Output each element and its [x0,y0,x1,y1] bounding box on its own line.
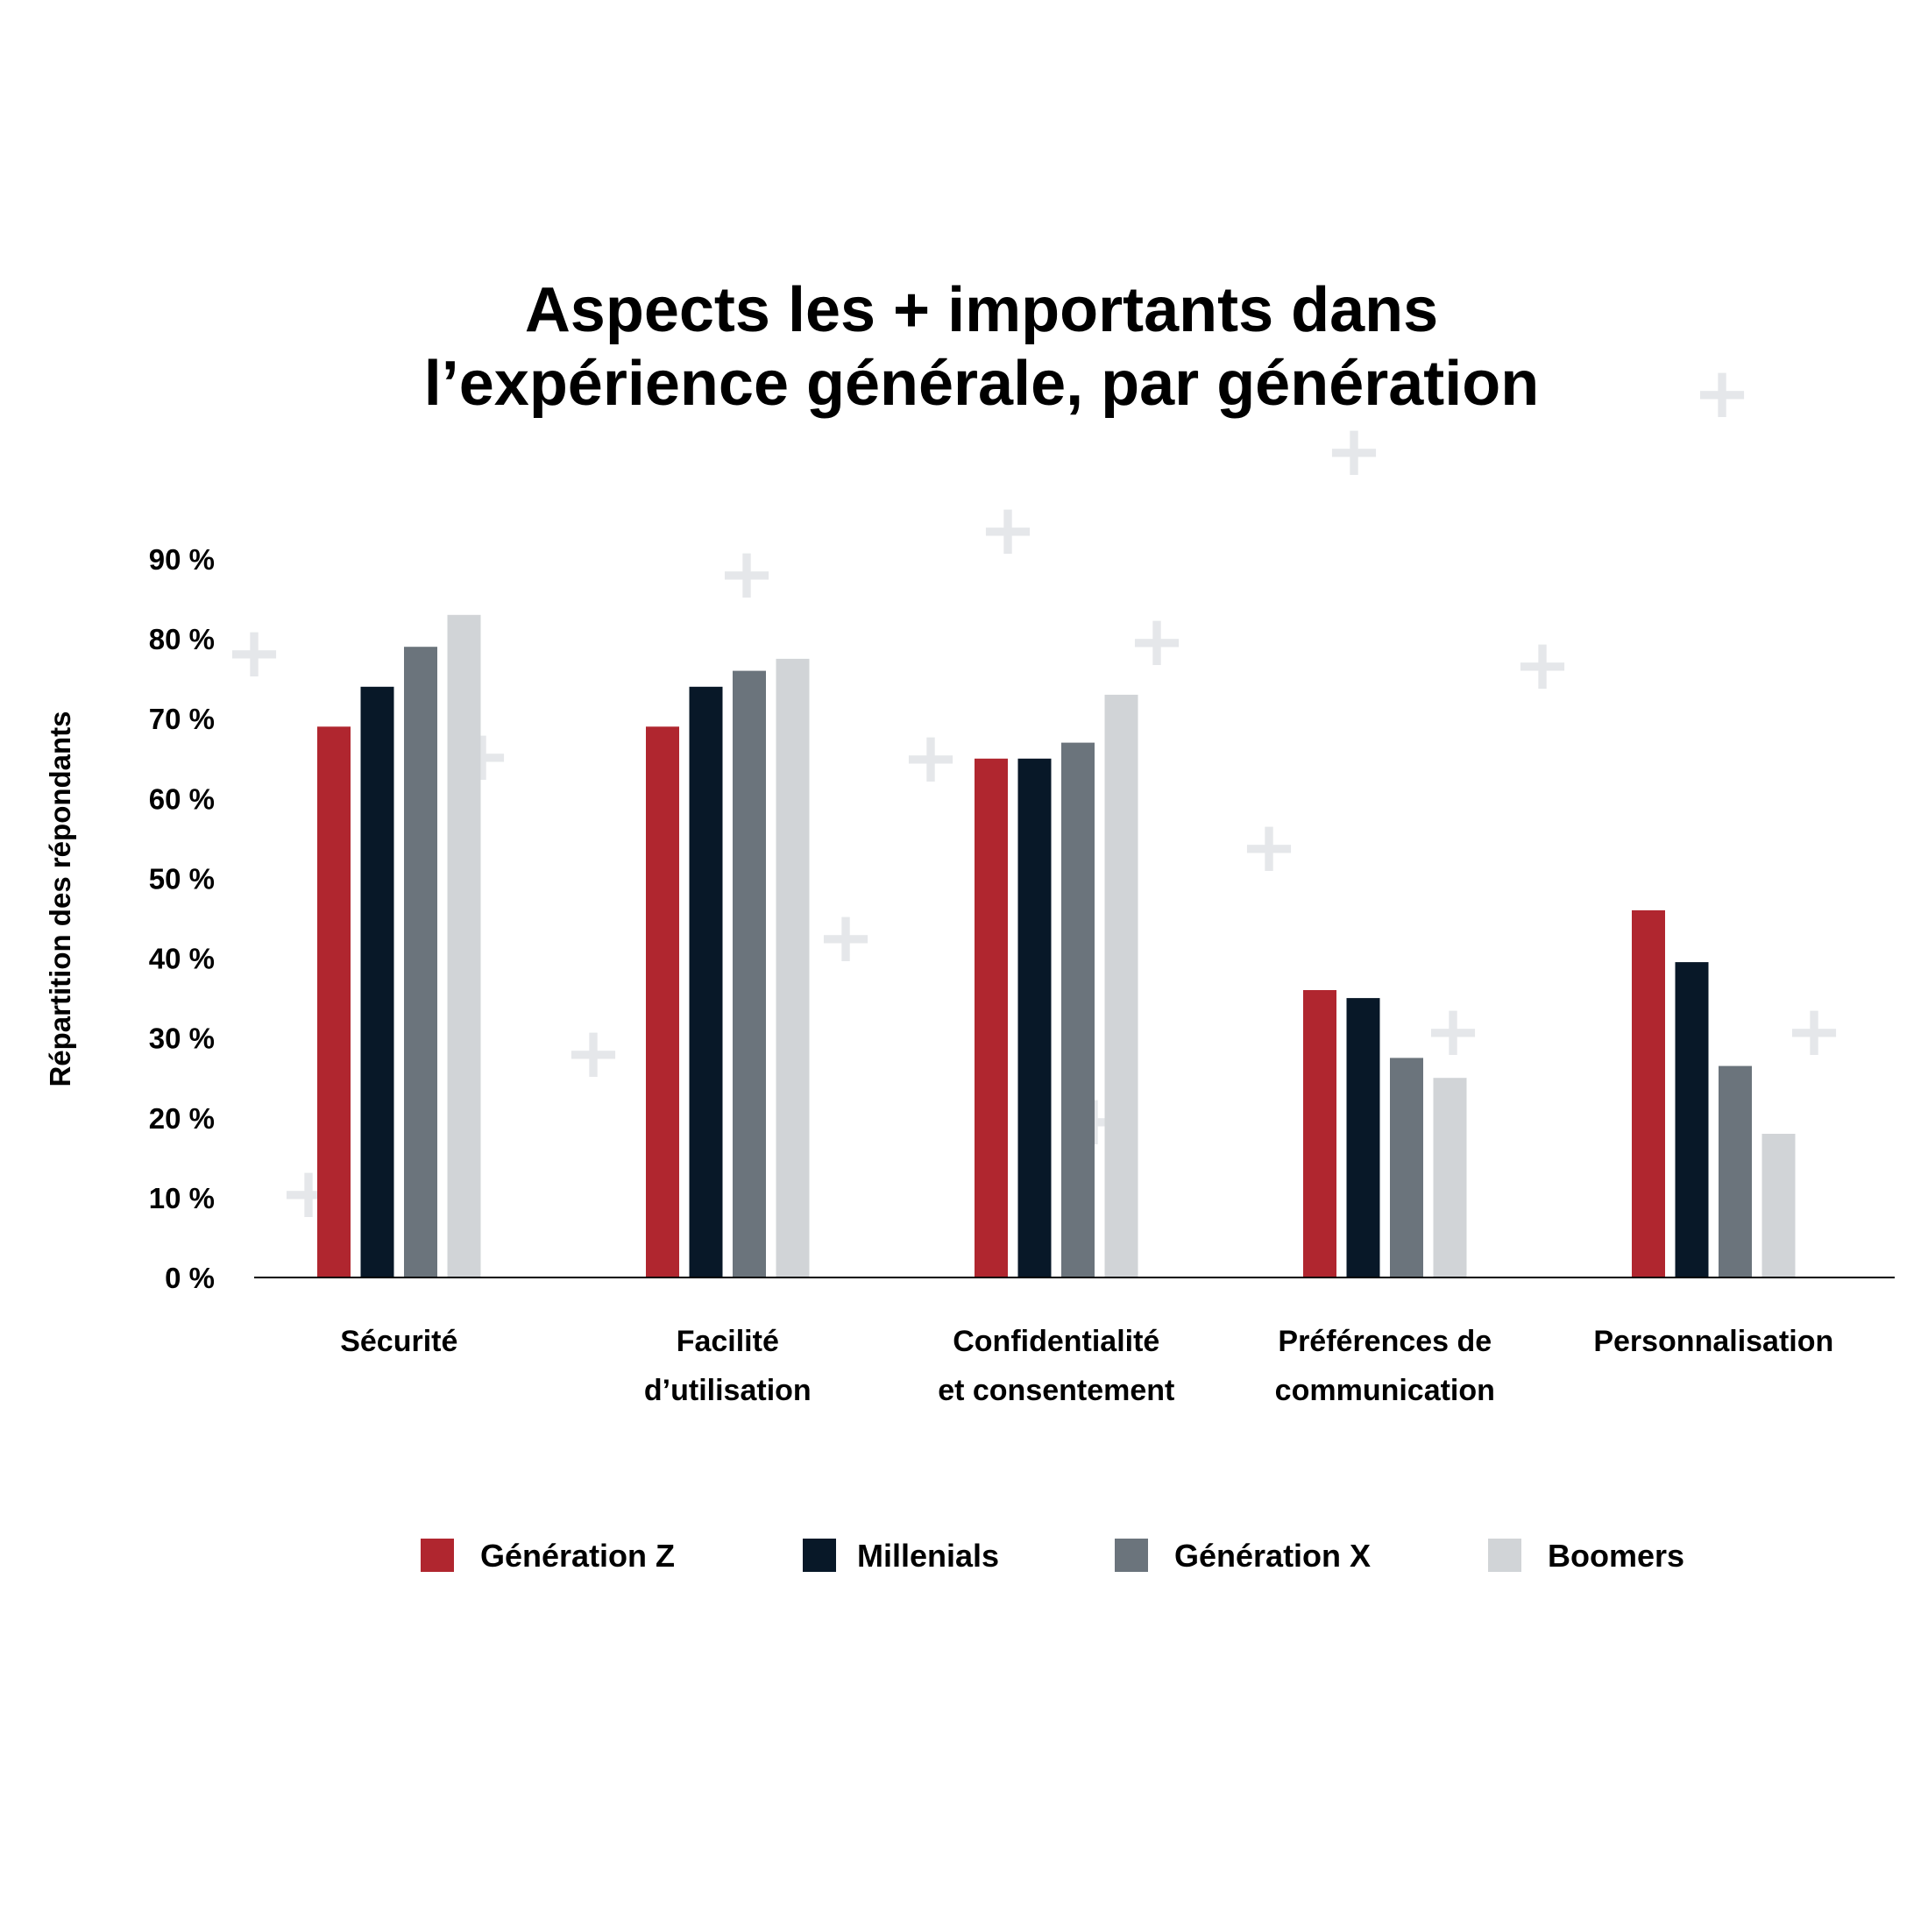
bar-group [1632,909,1796,1277]
legend-item: Boomers [1488,1538,1684,1574]
y-tick-label: 80 % [149,623,215,655]
legend-label: Boomers [1548,1538,1684,1574]
bar [1719,1065,1752,1277]
bar-group [317,614,481,1277]
bar [1303,990,1336,1277]
x-category-label: Sécurité [340,1325,457,1358]
x-axis-categories: Sécurité Facilité d’utilisation Confidentia… [340,1325,1833,1407]
chart-title-line-2: l’expérience générale, par génération [424,349,1540,419]
bar [1104,694,1138,1277]
y-tick-label: 90 % [149,543,215,576]
legend-label: Génération Z [480,1538,675,1574]
bar [1632,909,1665,1277]
plus-decoration-icon: + [978,489,1037,570]
bar [360,686,394,1277]
legend-label: Millenials [857,1538,999,1574]
y-tick-label: 70 % [149,703,215,735]
bar [1390,1058,1423,1277]
legend-swatch [421,1539,454,1572]
bar-group [975,694,1138,1277]
plus-decoration-icon: + [224,612,283,693]
bar [1675,962,1709,1277]
bars [317,614,1796,1277]
bar [1346,998,1380,1277]
bar [1433,1078,1467,1277]
bar [1061,742,1095,1277]
bar [447,614,481,1277]
y-axis-label: Répartition des répondants [44,711,76,1086]
bar [733,670,766,1277]
legend-item: Millenials [803,1538,999,1574]
y-tick-label: 10 % [149,1182,215,1214]
bar [646,726,679,1277]
x-category-label: Préférences de communication [1275,1325,1495,1407]
plus-decoration-icon: + [1324,410,1383,492]
plus-decoration-icon: + [1692,352,1751,434]
bar [404,647,437,1277]
y-tick-label: 20 % [149,1102,215,1135]
legend: Génération Z Millenials Génération X Boomer… [421,1538,1684,1574]
x-category-label: Facilité d’utilisation [644,1325,812,1407]
chart-title: Aspects les + importants dans l’expérien… [424,275,1540,419]
y-axis-ticks: 0 % 10 % 20 % 30 % 40 % 50 % 60 % 70 % 80 % 90 % [149,543,215,1294]
plus-decoration-icon: + [901,717,960,798]
bar-group [646,658,810,1277]
plus-decoration-icon: + [1784,990,1843,1072]
y-tick-label: 0 % [165,1262,215,1294]
y-tick-label: 50 % [149,862,215,895]
bar [975,758,1008,1277]
plus-decoration-icon: + [1513,624,1571,705]
legend-label: Génération X [1174,1538,1371,1574]
y-tick-label: 40 % [149,943,215,975]
plus-decoration-icon: + [1127,600,1186,682]
bar [1017,758,1052,1277]
x-category-label: Personnalisation [1593,1325,1833,1358]
y-tick-label: 30 % [149,1023,215,1055]
plus-decoration-icon: + [816,896,875,978]
legend-swatch [1488,1539,1521,1572]
bar [689,686,723,1277]
plus-decoration-icon: + [717,533,776,614]
y-tick-label: 60 % [149,782,215,815]
bar-group [1303,990,1467,1277]
bar [317,726,351,1277]
bar [776,658,810,1277]
legend-swatch [803,1539,836,1572]
legend-item: Génération X [1115,1538,1371,1574]
plus-decoration-icon: + [1423,990,1482,1072]
legend-item: Génération Z [421,1538,675,1574]
plus-decoration-icon: + [1239,806,1298,888]
chart-title-line-1: Aspects les + importants dans [525,275,1438,345]
background-decoration: ++++++++++++++++ [224,352,1843,1234]
plus-decoration-icon: + [564,1012,622,1093]
legend-swatch [1115,1539,1148,1572]
bar [1761,1134,1796,1277]
x-category-label: Confidentialité et consentement [938,1325,1174,1407]
